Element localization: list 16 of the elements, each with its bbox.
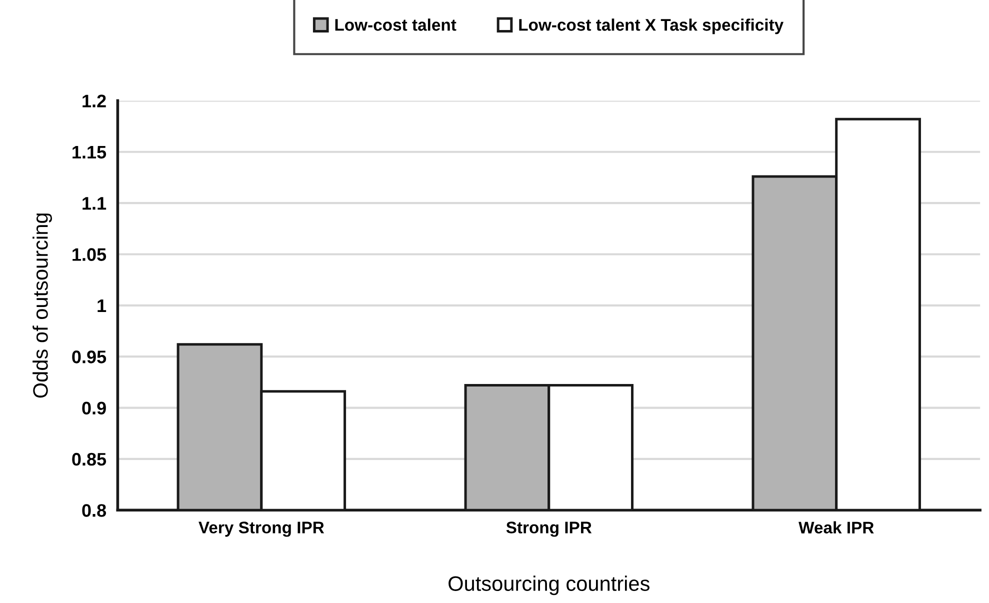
- y-tick-label: 0.8: [82, 504, 106, 517]
- y-tick-label: 0.9: [82, 402, 106, 414]
- legend-label: Low-cost talent: [335, 18, 456, 31]
- x-tick-label: Very Strong IPR: [198, 522, 324, 537]
- legend-label: Low-cost talent X Task specificity: [519, 18, 784, 34]
- y-tick-label: 1: [98, 300, 106, 312]
- x-tick-label: Weak IPR: [798, 521, 874, 534]
- x-tick-label: Strong IPR: [506, 522, 592, 537]
- y-tick-label: 0.95: [72, 350, 106, 364]
- y-tick-label: 1.05: [72, 248, 106, 261]
- y-tick-label: 1.15: [72, 146, 106, 159]
- y-tick-label: 0.85: [72, 452, 106, 466]
- y-axis-title: Odds of outsourcing: [32, 214, 52, 398]
- x-axis-title: Outsourcing countries: [448, 576, 650, 596]
- y-tick-label: 1.2: [82, 94, 106, 108]
- y-tick-label: 1.1: [82, 197, 106, 210]
